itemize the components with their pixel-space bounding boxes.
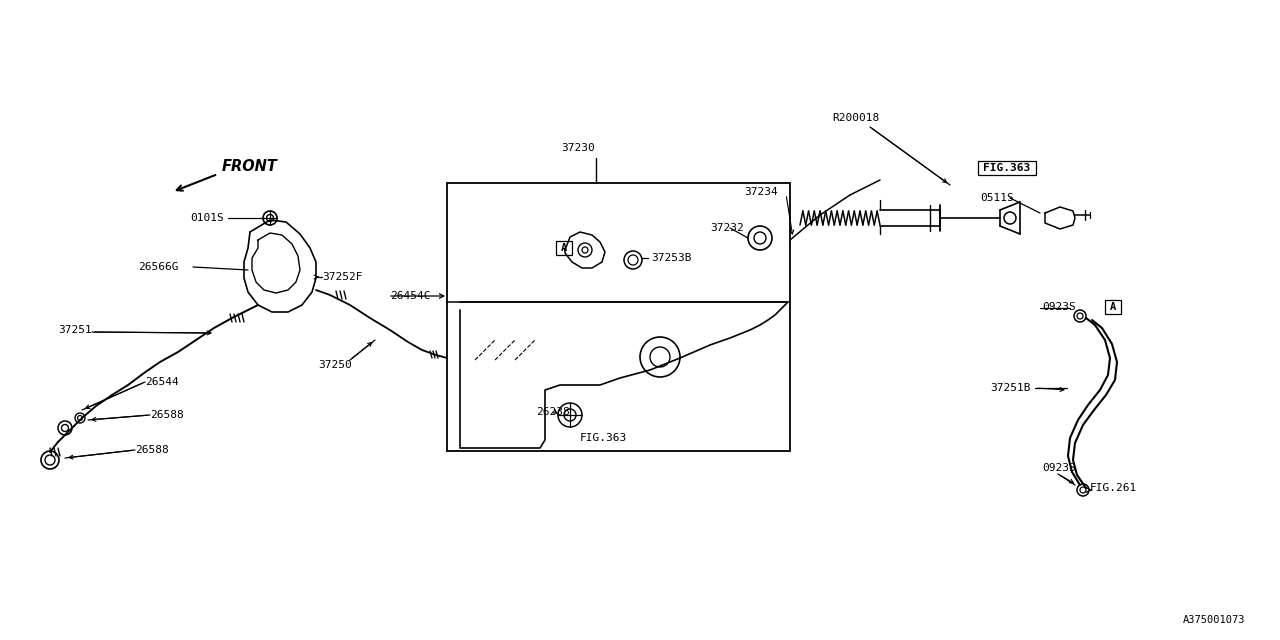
Circle shape	[61, 424, 69, 431]
Text: 37253B: 37253B	[652, 253, 691, 263]
Circle shape	[1074, 310, 1085, 322]
Circle shape	[262, 211, 276, 225]
Circle shape	[1004, 212, 1016, 224]
Circle shape	[1076, 313, 1083, 319]
Circle shape	[650, 347, 669, 367]
Circle shape	[748, 226, 772, 250]
Text: 26588: 26588	[134, 445, 169, 455]
Text: 37232: 37232	[710, 223, 744, 233]
Text: 0511S: 0511S	[980, 193, 1014, 203]
Circle shape	[1080, 487, 1085, 493]
Text: 37234: 37234	[744, 187, 778, 197]
Text: 37251B: 37251B	[989, 383, 1030, 393]
Text: 0923S: 0923S	[1042, 302, 1075, 312]
Circle shape	[58, 421, 72, 435]
Text: 0923S: 0923S	[1042, 463, 1075, 473]
Text: 26544: 26544	[145, 377, 179, 387]
Text: 26238: 26238	[536, 407, 570, 417]
Circle shape	[628, 255, 637, 265]
Text: 37252F: 37252F	[323, 272, 362, 282]
Circle shape	[41, 451, 59, 469]
Text: A: A	[561, 243, 567, 253]
Text: FRONT: FRONT	[221, 159, 278, 173]
Circle shape	[564, 409, 576, 421]
Circle shape	[625, 251, 643, 269]
Circle shape	[45, 455, 55, 465]
Circle shape	[76, 413, 84, 423]
Circle shape	[582, 247, 588, 253]
Text: 37251: 37251	[58, 325, 92, 335]
Text: FIG.363: FIG.363	[983, 163, 1030, 173]
Text: A375001073: A375001073	[1183, 615, 1245, 625]
Circle shape	[266, 214, 274, 221]
Bar	[447, 183, 790, 451]
Circle shape	[78, 415, 82, 420]
Circle shape	[558, 403, 582, 427]
Text: 37250: 37250	[317, 360, 352, 370]
Circle shape	[1076, 484, 1089, 496]
Bar	[556, 241, 572, 255]
Circle shape	[640, 337, 680, 377]
Text: A: A	[1110, 302, 1116, 312]
Bar	[1105, 300, 1121, 314]
Circle shape	[754, 232, 765, 244]
Text: FIG.363: FIG.363	[580, 433, 627, 443]
Text: 26454C: 26454C	[390, 291, 430, 301]
Text: 37230: 37230	[561, 143, 595, 153]
Bar	[978, 161, 1036, 175]
Text: 26566G: 26566G	[138, 262, 178, 272]
Text: FIG.261: FIG.261	[1091, 483, 1137, 493]
Text: R200018: R200018	[832, 113, 879, 123]
Text: 0101S: 0101S	[189, 213, 224, 223]
Text: 26588: 26588	[150, 410, 184, 420]
Circle shape	[579, 243, 593, 257]
